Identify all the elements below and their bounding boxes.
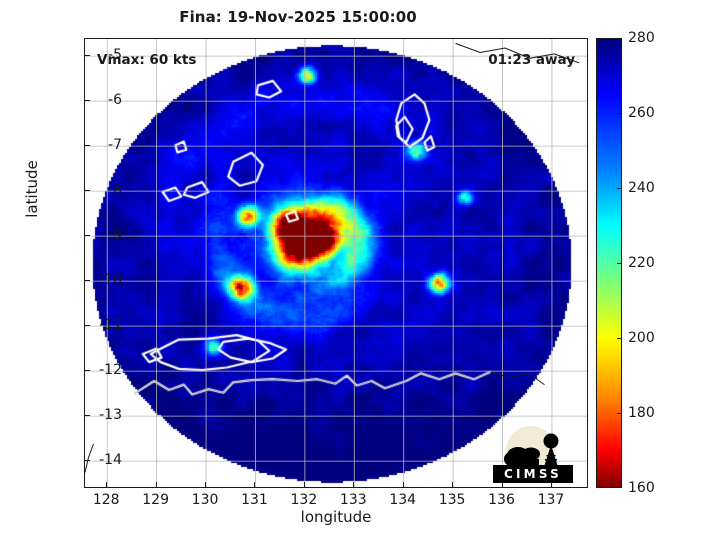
colorbar-tick-label: 240 bbox=[628, 180, 655, 196]
colorbar-tick-mark bbox=[617, 263, 622, 264]
latitude-tick-label: -6 bbox=[108, 92, 122, 109]
latitude-tick-label: -14 bbox=[99, 452, 122, 469]
longitude-tick-mark bbox=[501, 482, 503, 488]
y-axis-label: latitude bbox=[23, 160, 41, 218]
colorbar-tick-label: 160 bbox=[628, 480, 655, 496]
latitude-tick-label: -9 bbox=[108, 227, 122, 244]
latitude-tick-label: -10 bbox=[99, 272, 122, 289]
colorbar-tick-label: 280 bbox=[628, 30, 655, 46]
longitude-tick-label: 136 bbox=[488, 492, 515, 508]
longitude-tick-label: 137 bbox=[537, 492, 565, 508]
longitude-tick-mark bbox=[303, 482, 305, 488]
longitude-tick-mark bbox=[155, 482, 157, 488]
latitude-tick-mark bbox=[84, 280, 90, 282]
latitude-tick-mark bbox=[84, 100, 90, 102]
colorbar-tick-mark bbox=[617, 413, 622, 414]
time-away-annotation: 01:23 away bbox=[488, 52, 575, 68]
longitude-tick-label: 128 bbox=[92, 492, 120, 508]
longitude-tick-mark bbox=[205, 482, 207, 488]
vmax-annotation: Vmax: 60 kts bbox=[97, 52, 197, 68]
x-axis-label: longitude bbox=[300, 508, 372, 526]
longitude-tick-label: 131 bbox=[241, 492, 268, 508]
longitude-tick-label: 134 bbox=[389, 492, 417, 508]
longitude-tick-label: 129 bbox=[142, 492, 170, 508]
latitude-tick-mark bbox=[84, 190, 90, 192]
longitude-tick-label: 135 bbox=[438, 492, 466, 508]
latitude-tick-mark bbox=[84, 325, 90, 327]
longitude-tick-label: 130 bbox=[191, 492, 219, 508]
brightness-temperature-map bbox=[85, 39, 587, 487]
latitude-tick-label: -7 bbox=[108, 137, 122, 154]
longitude-tick-mark bbox=[353, 482, 355, 488]
latitude-tick-mark bbox=[84, 55, 90, 57]
colorbar-tick-label: 260 bbox=[628, 105, 655, 121]
page-title: Fina: 19-Nov-2025 15:00:00 bbox=[179, 8, 417, 26]
cimss-logo-text: CIMSS bbox=[504, 467, 562, 481]
latitude-tick-mark bbox=[84, 460, 90, 462]
colorbar-tick-label: 200 bbox=[628, 330, 655, 346]
longitude-tick-mark bbox=[254, 482, 256, 488]
colorbar-tick-label: 180 bbox=[628, 405, 655, 421]
colorbar-tick-mark bbox=[617, 113, 622, 114]
latitude-tick-label: -11 bbox=[99, 317, 122, 334]
longitude-tick-mark bbox=[550, 482, 552, 488]
colorbar-tick-label: 220 bbox=[628, 255, 655, 271]
longitude-tick-label: 133 bbox=[339, 492, 367, 508]
latitude-tick-mark bbox=[84, 145, 90, 147]
map-plot-area[interactable]: Vmax: 60 kts 01:23 away CIMSS bbox=[84, 38, 588, 488]
latitude-tick-label: -13 bbox=[99, 407, 122, 424]
longitude-tick-mark bbox=[402, 482, 404, 488]
colorbar-tick-mark bbox=[617, 338, 622, 339]
cimss-logo: CIMSS bbox=[493, 426, 573, 483]
latitude-tick-mark bbox=[84, 235, 90, 237]
latitude-tick-label: -12 bbox=[99, 362, 122, 379]
latitude-tick-mark bbox=[84, 370, 90, 372]
colorbar-tick-mark bbox=[617, 188, 622, 189]
longitude-tick-mark bbox=[452, 482, 454, 488]
longitude-tick-mark bbox=[106, 482, 108, 488]
latitude-tick-mark bbox=[84, 415, 90, 417]
latitude-tick-label: -8 bbox=[108, 182, 122, 199]
latitude-tick-label: -5 bbox=[108, 47, 122, 64]
longitude-tick-label: 132 bbox=[290, 492, 318, 508]
